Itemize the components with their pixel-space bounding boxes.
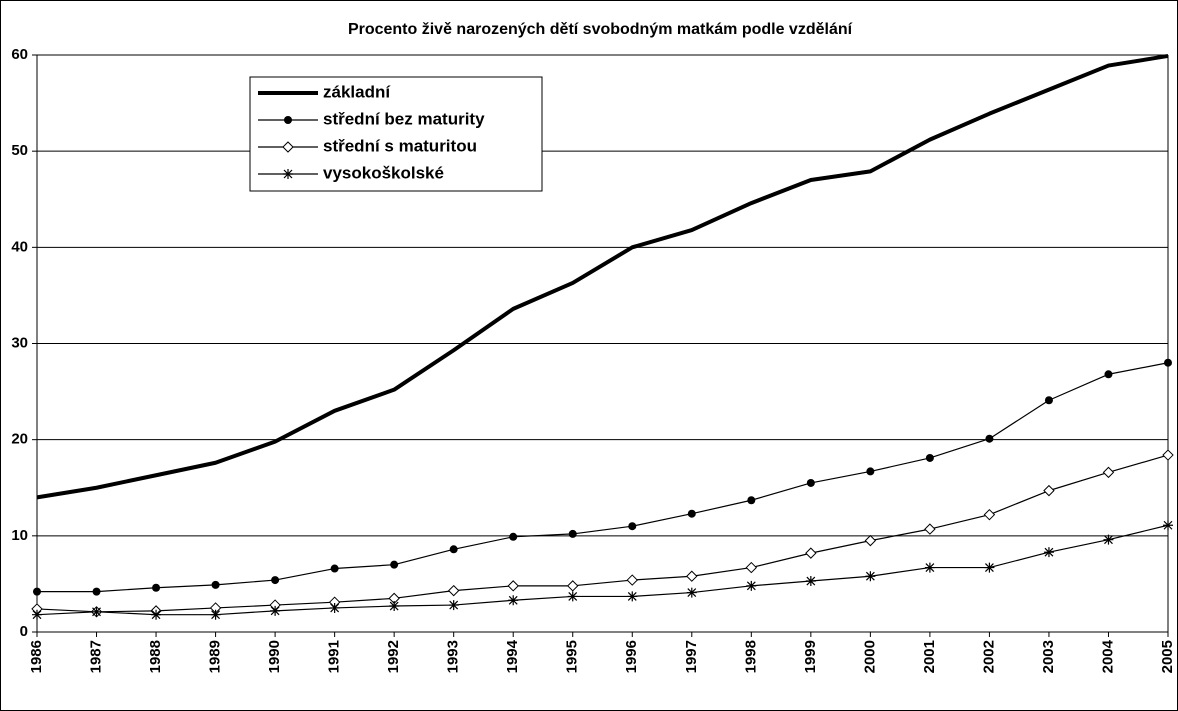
x-tick-label: 1999 bbox=[802, 640, 819, 673]
marker bbox=[1104, 370, 1113, 379]
marker bbox=[270, 605, 281, 616]
marker bbox=[284, 116, 292, 124]
marker bbox=[271, 576, 280, 585]
marker bbox=[1102, 466, 1115, 479]
x-tick-label: 1988 bbox=[147, 640, 164, 673]
marker bbox=[1163, 520, 1173, 531]
x-tick-label: 2003 bbox=[1040, 640, 1057, 673]
marker bbox=[985, 434, 994, 443]
marker bbox=[389, 601, 400, 612]
marker bbox=[865, 571, 876, 582]
marker bbox=[33, 587, 41, 596]
x-tick-label: 1991 bbox=[326, 640, 343, 673]
legend: základní střední bez maturity střední s ma… bbox=[249, 76, 543, 192]
marker bbox=[283, 169, 293, 179]
y-tick-label: 50 bbox=[11, 142, 28, 159]
series-line bbox=[36, 524, 1169, 616]
marker bbox=[747, 496, 756, 505]
x-tick-label: 1987 bbox=[87, 640, 104, 673]
x-tick-label: 1998 bbox=[742, 640, 759, 673]
x-tick-label: 2001 bbox=[921, 640, 938, 673]
marker bbox=[211, 580, 220, 589]
x-tick-label: 1996 bbox=[623, 640, 640, 673]
marker bbox=[210, 609, 221, 620]
marker bbox=[925, 453, 934, 462]
marker bbox=[1044, 396, 1053, 405]
legend-label: základní bbox=[323, 82, 391, 101]
marker bbox=[1043, 484, 1055, 497]
x-tick-label: 2000 bbox=[861, 640, 878, 673]
marker bbox=[567, 591, 578, 602]
marker bbox=[448, 600, 459, 611]
marker bbox=[983, 508, 996, 521]
x-tick-label: 1993 bbox=[445, 640, 462, 673]
marker bbox=[924, 562, 935, 573]
marker bbox=[626, 574, 638, 586]
marker bbox=[686, 570, 698, 582]
marker bbox=[152, 583, 161, 592]
marker bbox=[628, 522, 637, 531]
marker bbox=[329, 602, 340, 613]
marker bbox=[568, 529, 577, 538]
marker bbox=[1103, 534, 1114, 545]
marker bbox=[687, 509, 696, 518]
marker bbox=[627, 591, 638, 602]
marker bbox=[806, 478, 815, 487]
marker bbox=[866, 467, 875, 476]
marker bbox=[92, 587, 101, 596]
legend-label: vysokoškolské bbox=[323, 163, 444, 182]
x-tick-label: 1994 bbox=[504, 639, 521, 673]
marker bbox=[746, 580, 757, 591]
legend-label: střední bez maturity bbox=[323, 109, 485, 128]
y-tick-label: 20 bbox=[11, 431, 28, 448]
marker bbox=[1043, 547, 1054, 558]
marker bbox=[151, 609, 162, 620]
x-tick-label: 1992 bbox=[385, 640, 402, 673]
x-tick-label: 1986 bbox=[28, 640, 45, 673]
marker bbox=[805, 576, 816, 587]
marker bbox=[91, 606, 102, 617]
marker bbox=[507, 580, 519, 592]
series-line bbox=[36, 454, 1169, 613]
marker bbox=[924, 523, 936, 535]
marker bbox=[330, 564, 339, 573]
marker bbox=[32, 609, 42, 620]
x-tick-label: 1995 bbox=[564, 640, 581, 673]
series-line bbox=[36, 53, 1169, 500]
marker bbox=[745, 561, 758, 574]
series-line bbox=[37, 362, 1169, 593]
legend-label: střední s maturitou bbox=[323, 136, 477, 155]
marker bbox=[1162, 449, 1174, 461]
marker bbox=[805, 547, 817, 559]
x-tick-label: 2005 bbox=[1159, 640, 1176, 673]
legend-box bbox=[249, 76, 543, 192]
x-tick-label: 2002 bbox=[980, 640, 997, 673]
marker bbox=[282, 141, 294, 153]
marker bbox=[984, 562, 995, 573]
y-tick-label: 0 bbox=[20, 623, 28, 640]
y-tick-label: 10 bbox=[11, 527, 28, 544]
marker bbox=[447, 584, 460, 597]
marker bbox=[508, 595, 519, 606]
y-tick-label: 40 bbox=[11, 238, 28, 255]
y-tick-label: 30 bbox=[11, 334, 28, 351]
x-tick-label: 1997 bbox=[683, 640, 700, 673]
x-tick-label: 1990 bbox=[266, 640, 283, 673]
marker bbox=[449, 545, 458, 554]
y-tick-label: 60 bbox=[11, 46, 28, 63]
marker bbox=[686, 587, 697, 598]
marker bbox=[509, 532, 518, 541]
marker bbox=[864, 534, 877, 547]
x-tick-label: 2004 bbox=[1099, 639, 1116, 673]
marker bbox=[567, 580, 579, 592]
marker bbox=[390, 560, 399, 569]
x-tick-label: 1989 bbox=[207, 640, 224, 673]
chart-title: Procento živě narozených dětí svobodným … bbox=[348, 21, 853, 38]
marker bbox=[1164, 358, 1172, 367]
